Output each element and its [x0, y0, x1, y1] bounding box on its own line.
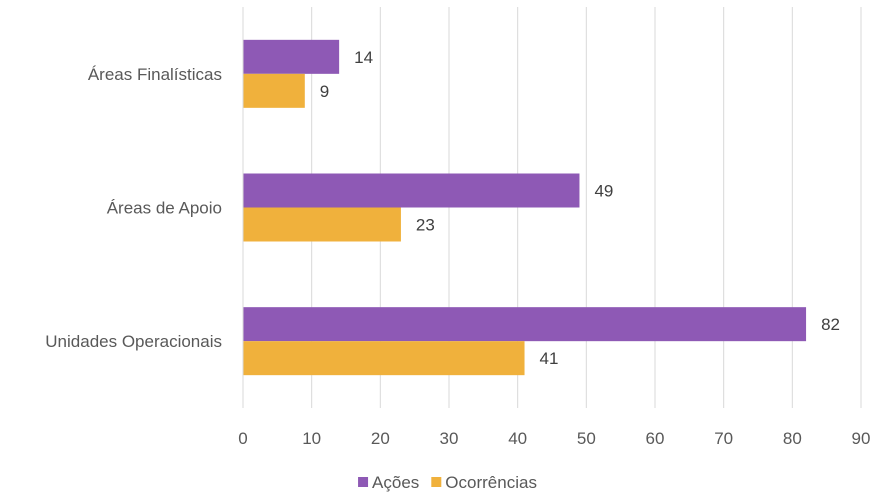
x-tick-label-50: 50 [577, 429, 596, 448]
x-tick-label-80: 80 [783, 429, 802, 448]
category-label-1: Áreas de Apoio [107, 199, 222, 218]
x-tick-label-70: 70 [714, 429, 733, 448]
x-tick-label-0: 0 [238, 429, 247, 448]
x-tick-label-60: 60 [646, 429, 665, 448]
category-label-0: Áreas Finalísticas [88, 65, 222, 84]
bar-ocorr-ncias-0 [243, 73, 305, 108]
bar-ocorr-ncias-2 [243, 341, 525, 376]
category-label-2: Unidades Operacionais [45, 332, 222, 351]
data-label-0-0: 14 [354, 48, 373, 67]
x-tick-label-10: 10 [302, 429, 321, 448]
x-tick-label-30: 30 [440, 429, 459, 448]
bar-a-es-2 [243, 307, 807, 342]
legend-swatch-1 [431, 477, 442, 487]
legend-label-0: Ações [372, 473, 419, 492]
legend-label-1: Ocorrências [445, 473, 537, 492]
data-label-0-2: 82 [821, 315, 840, 334]
x-tick-label-90: 90 [852, 429, 871, 448]
bar-ocorr-ncias-1 [243, 207, 401, 242]
legend-swatch-0 [358, 477, 369, 487]
x-tick-label-20: 20 [371, 429, 390, 448]
data-label-1-1: 23 [416, 216, 435, 235]
bar-a-es-1 [243, 173, 580, 208]
data-label-1-2: 41 [540, 349, 559, 368]
bar-a-es-0 [243, 39, 340, 74]
x-tick-label-40: 40 [508, 429, 527, 448]
data-label-1-0: 9 [320, 82, 329, 101]
data-label-0-1: 49 [594, 182, 613, 201]
